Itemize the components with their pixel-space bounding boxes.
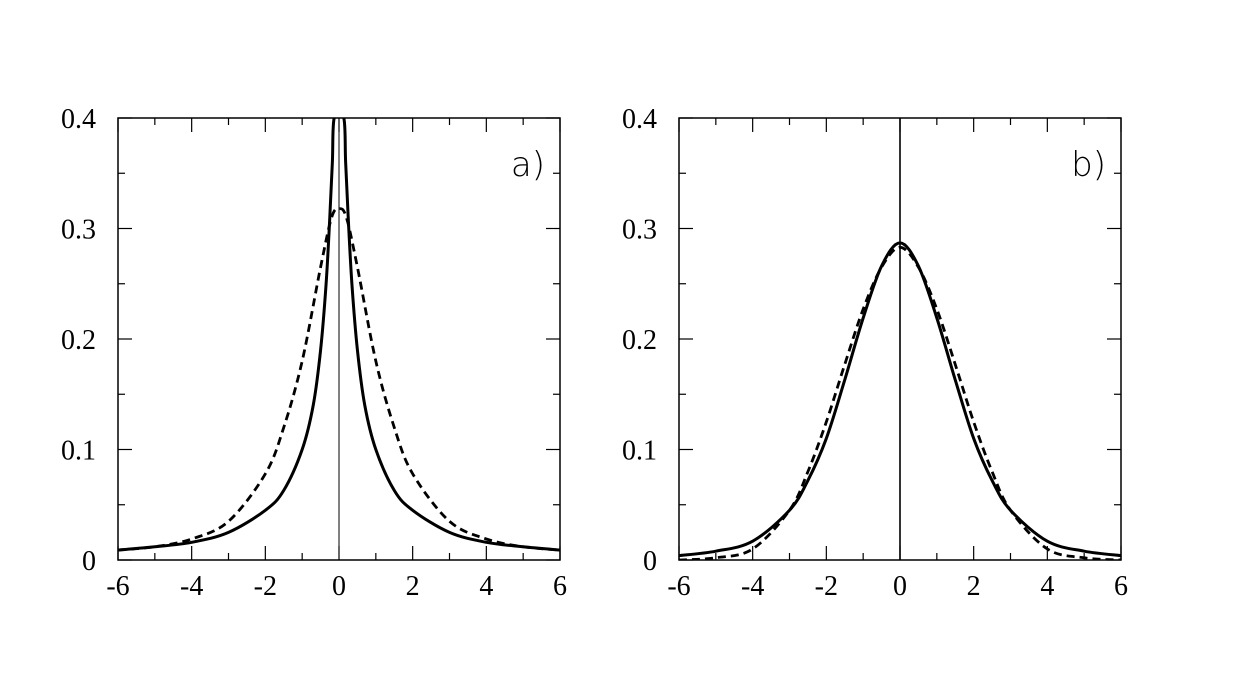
plot-area	[118, 118, 560, 552]
y-tick-label: 0	[82, 546, 96, 577]
x-tick-label: 2	[967, 571, 981, 602]
y-tick-label: 0.1	[61, 436, 96, 467]
panel-label: a)	[511, 145, 545, 185]
y-tick-label: 0.3	[622, 215, 657, 246]
series-dashed-line	[679, 245, 1121, 560]
x-tick-label: 2	[406, 571, 420, 602]
y-tick-label: 0.2	[61, 325, 96, 356]
x-tick-label: 0	[332, 571, 346, 602]
x-tick-label: -2	[815, 571, 838, 602]
y-tick-label: 0.4	[61, 104, 96, 135]
x-tick-label: 6	[553, 571, 567, 602]
y-tick-label: 0	[643, 546, 657, 577]
plot-area	[679, 241, 1121, 560]
panel-a: -6 -4 -2 0 2 4 6 0 0.1 0.2 0.3 0.4 a)	[61, 104, 567, 602]
x-tick-label: -2	[254, 571, 277, 602]
x-tick-label: -4	[180, 571, 203, 602]
series-solid-line	[118, 118, 560, 552]
panel-label: b)	[1071, 145, 1106, 185]
x-tick-label: 6	[1114, 571, 1128, 602]
x-tick-label: 4	[1040, 571, 1054, 602]
x-tick-label: -6	[667, 571, 690, 602]
x-tick-label: -6	[106, 571, 129, 602]
y-tick-label: 0.3	[61, 215, 96, 246]
y-tick-label: 0.2	[622, 325, 657, 356]
x-tick-label: 0	[893, 571, 907, 602]
y-tick-label: 0.1	[622, 436, 657, 467]
panel-b: -6 -4 -2 0 2 4 6 0 0.1 0.2 0.3 0.4 b)	[622, 104, 1128, 602]
x-tick-label: -4	[741, 571, 764, 602]
x-tick-label: 4	[479, 571, 493, 602]
y-tick-label: 0.4	[622, 104, 657, 135]
